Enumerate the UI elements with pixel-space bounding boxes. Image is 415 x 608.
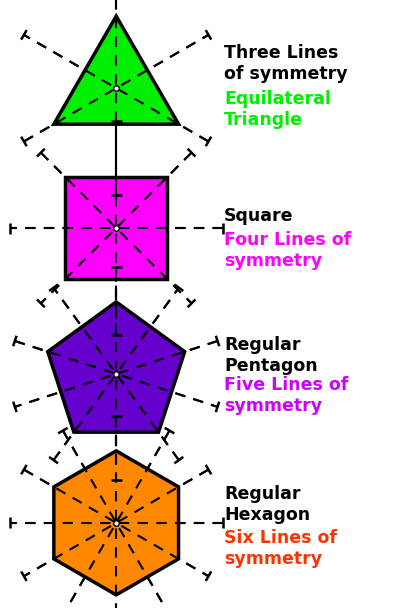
Text: Six Lines of
symmetry: Six Lines of symmetry (224, 529, 337, 568)
Text: Five Lines of
symmetry: Five Lines of symmetry (224, 376, 349, 415)
Text: Regular
Hexagon: Regular Hexagon (224, 485, 310, 524)
Polygon shape (54, 451, 178, 595)
Polygon shape (48, 302, 185, 432)
Text: Regular
Pentagon: Regular Pentagon (224, 336, 318, 375)
Text: Three Lines
of symmetry: Three Lines of symmetry (224, 44, 348, 83)
Text: Square: Square (224, 207, 293, 225)
Polygon shape (54, 16, 178, 124)
Polygon shape (65, 177, 167, 279)
Text: Equilateral
Triangle: Equilateral Triangle (224, 90, 331, 129)
Text: Four Lines of
symmetry: Four Lines of symmetry (224, 231, 352, 270)
